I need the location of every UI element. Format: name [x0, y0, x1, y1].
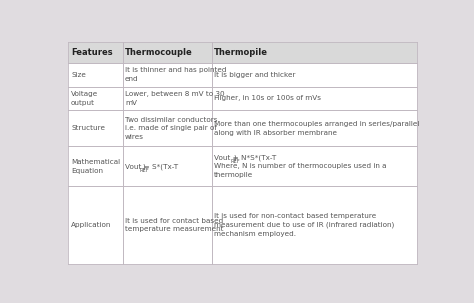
Bar: [122, 146, 211, 186]
Bar: [122, 63, 211, 87]
Text: It is used for contact based
temperature measurement: It is used for contact based temperature…: [125, 218, 224, 232]
Bar: [211, 186, 418, 264]
Text: Features: Features: [71, 48, 113, 57]
Text: It is used for non-contact based temperature
measurement due to use of IR (infra: It is used for non-contact based tempera…: [214, 213, 394, 237]
Text: Thermocouple: Thermocouple: [125, 48, 193, 57]
Text: Two dissimilar conductors
i.e. made of single pair of
wires: Two dissimilar conductors i.e. made of s…: [125, 117, 218, 140]
Text: Voltage
output: Voltage output: [71, 91, 98, 106]
Bar: [211, 110, 418, 146]
Bar: [122, 110, 211, 146]
Text: It is bigger and thicker: It is bigger and thicker: [214, 72, 296, 78]
Text: ): ): [234, 154, 236, 161]
Bar: [68, 186, 122, 264]
Text: REF: REF: [140, 168, 149, 173]
Text: Application: Application: [71, 222, 111, 228]
Text: Size: Size: [71, 72, 86, 78]
Text: thermopile: thermopile: [214, 172, 253, 178]
Bar: [211, 87, 418, 110]
Bar: [68, 87, 122, 110]
Bar: [68, 42, 122, 63]
Bar: [211, 146, 418, 186]
Text: REF: REF: [231, 159, 240, 164]
Text: Mathematical
Equation: Mathematical Equation: [71, 159, 120, 174]
Bar: [211, 63, 418, 87]
Text: Vout = N*S*(Tx-T: Vout = N*S*(Tx-T: [214, 154, 276, 161]
Bar: [68, 146, 122, 186]
Text: Structure: Structure: [71, 125, 105, 131]
Bar: [122, 186, 211, 264]
Text: ): ): [142, 163, 145, 170]
Bar: [211, 42, 418, 63]
Bar: [122, 42, 211, 63]
Text: Where, N is number of thermocouples used in a: Where, N is number of thermocouples used…: [214, 163, 387, 169]
Text: It is thinner and has pointed
end: It is thinner and has pointed end: [125, 67, 227, 82]
Bar: [68, 110, 122, 146]
Text: Vout = S*(Tx-T: Vout = S*(Tx-T: [125, 163, 178, 170]
Text: Lower, between 8 mV to 30
mV: Lower, between 8 mV to 30 mV: [125, 91, 225, 106]
Bar: [122, 87, 211, 110]
Bar: [68, 63, 122, 87]
Text: Thermopile: Thermopile: [214, 48, 268, 57]
Text: More than one thermocouples arranged in series/parallel
along with IR absorber m: More than one thermocouples arranged in …: [214, 121, 419, 135]
Text: Higher, in 10s or 100s of mVs: Higher, in 10s or 100s of mVs: [214, 95, 321, 102]
